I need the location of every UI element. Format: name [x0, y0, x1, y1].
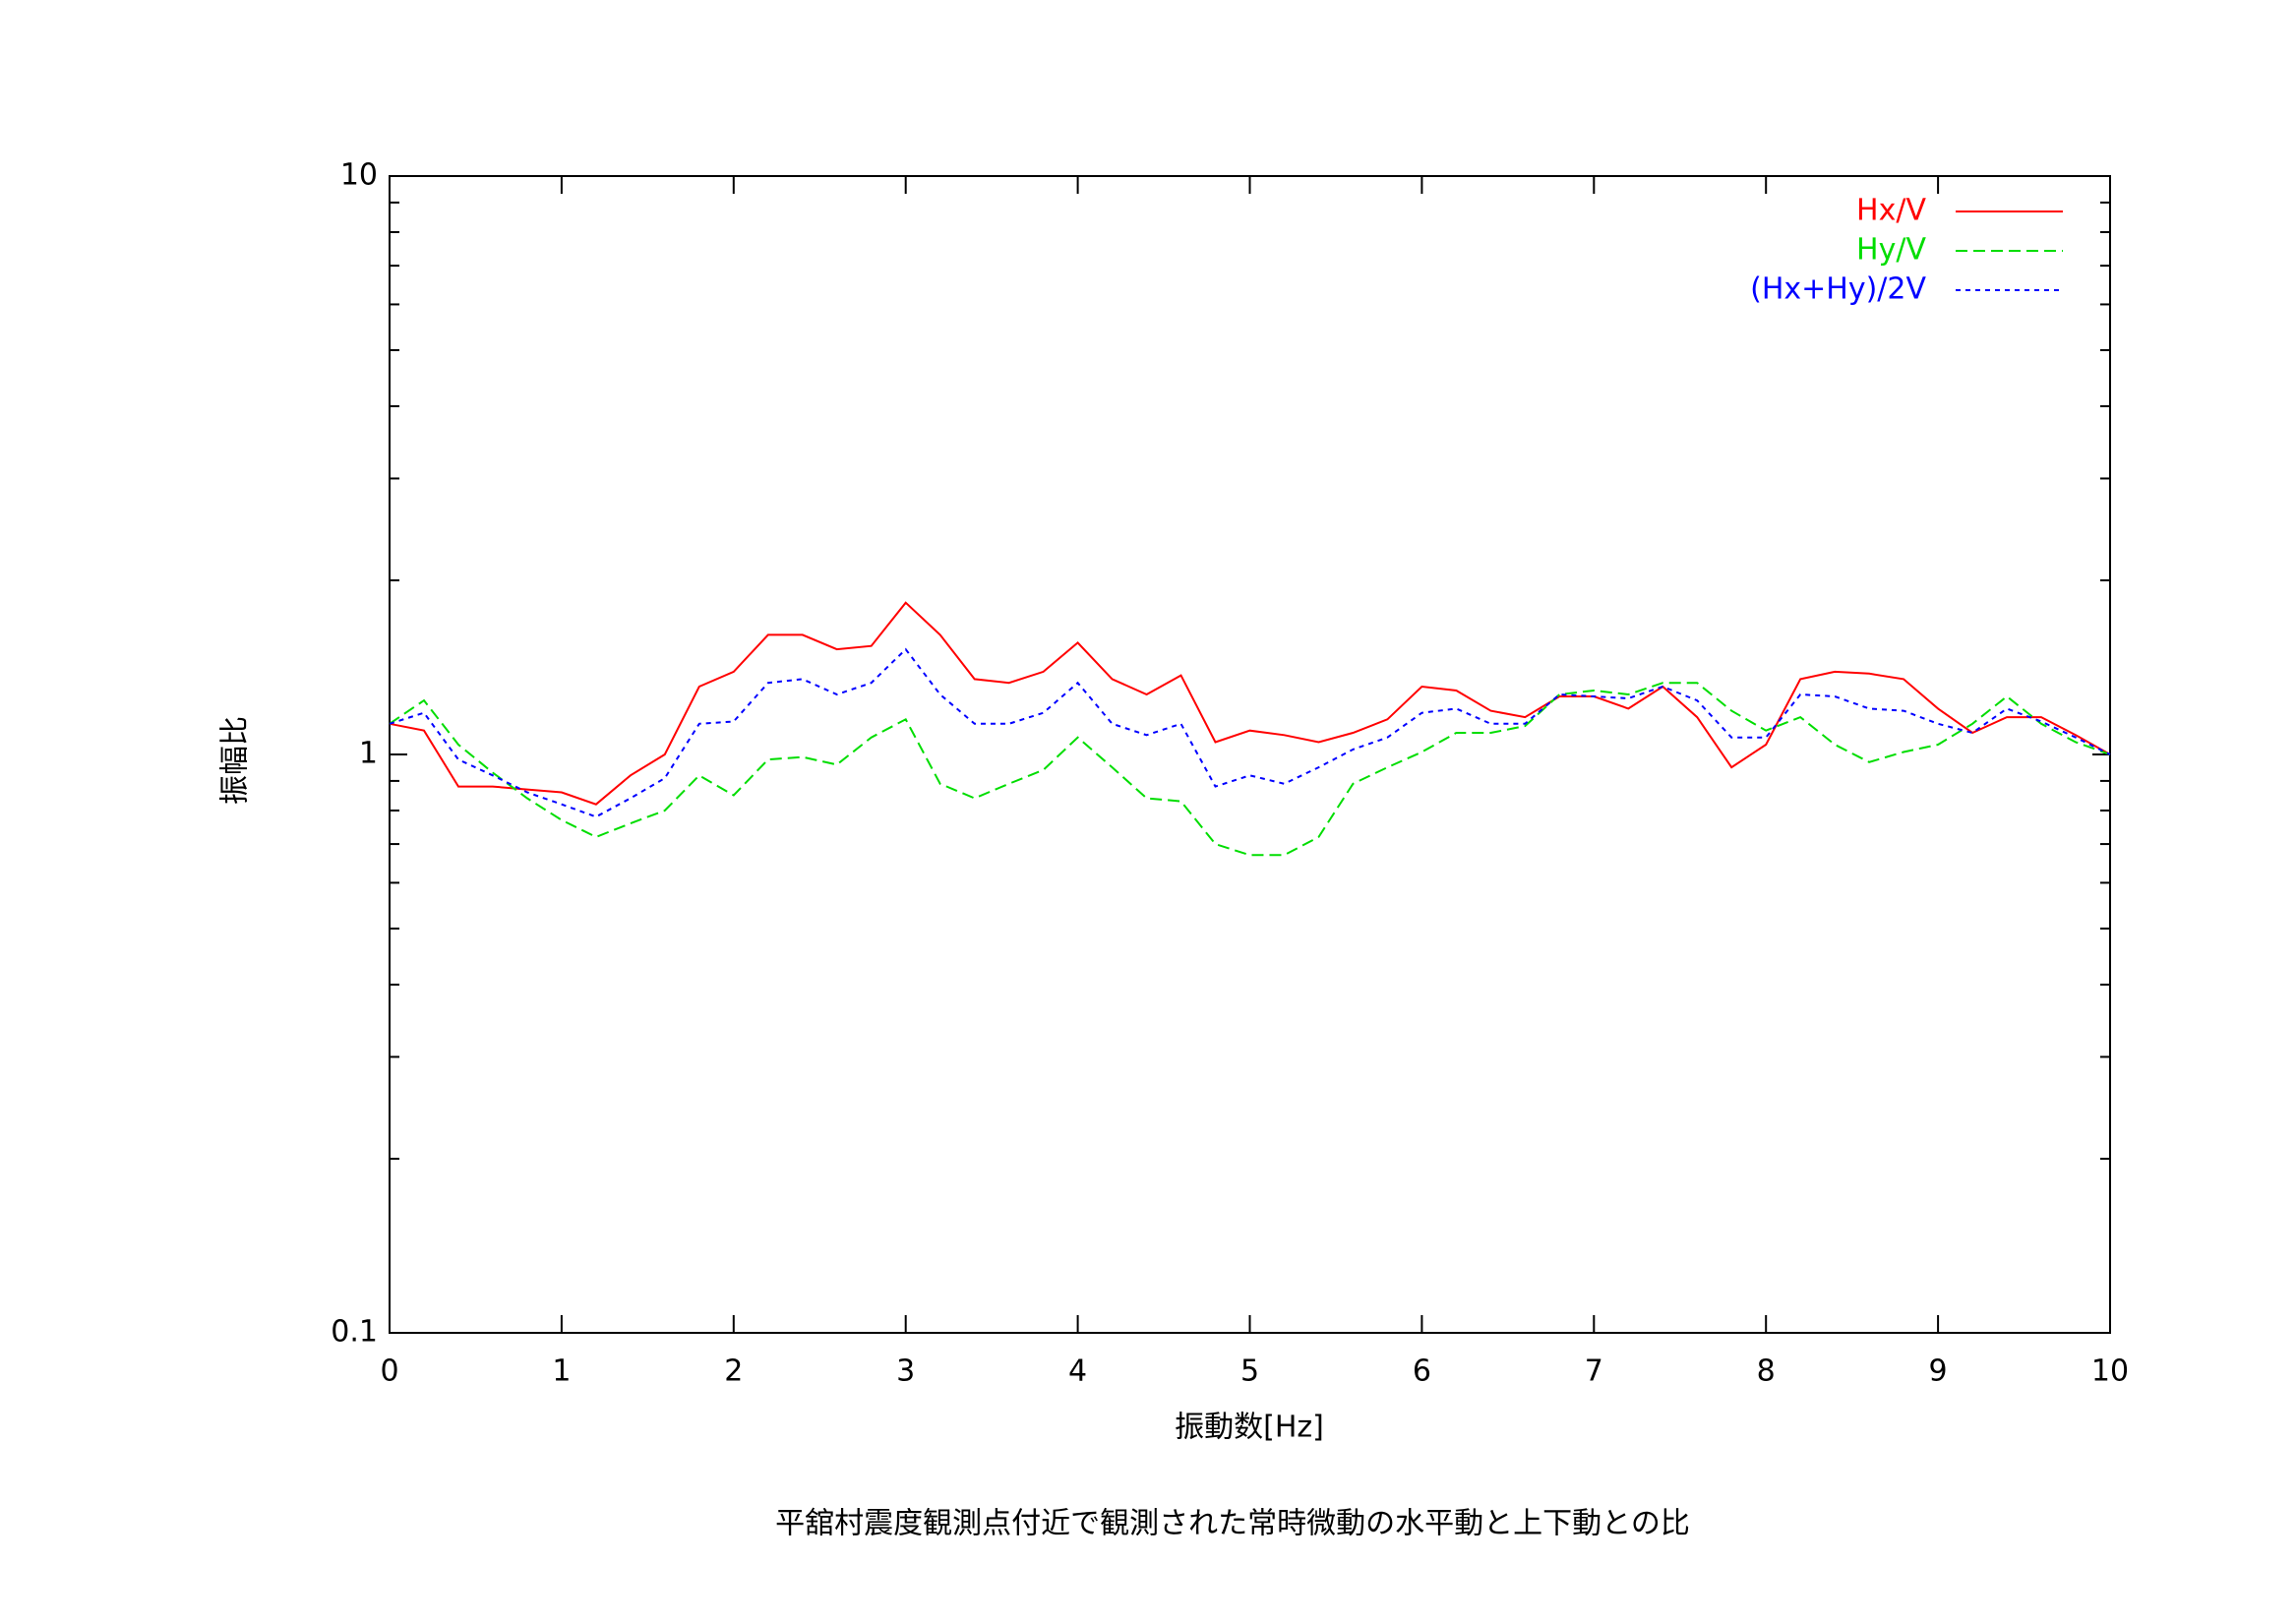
y-tick-label: 0.1 — [331, 1315, 378, 1350]
y-axis-label: 振幅比 — [218, 716, 253, 805]
legend-label: Hy/V — [1856, 233, 1926, 268]
x-tick-label: 1 — [552, 1354, 571, 1389]
x-tick-label: 5 — [1240, 1354, 1259, 1389]
x-tick-label: 7 — [1585, 1354, 1603, 1389]
legend-label: Hx/V — [1856, 194, 1926, 228]
legend-label: (Hx+Hy)/2V — [1750, 272, 1926, 307]
x-axis-label: 振動数[Hz] — [1175, 1411, 1324, 1445]
series-line — [389, 682, 2111, 857]
series-line — [389, 647, 2111, 818]
series-line — [389, 601, 2111, 806]
x-tick-label: 9 — [1929, 1354, 1948, 1389]
x-tick-label: 4 — [1068, 1354, 1087, 1389]
y-tick-label: 1 — [359, 737, 378, 771]
caption: 平舘村震度観測点付近で観測された常時微動の水平動と上下動との比 — [775, 1507, 1690, 1541]
x-tick-label: 3 — [896, 1354, 915, 1389]
y-tick-label: 10 — [340, 158, 378, 193]
x-tick-label: 6 — [1413, 1354, 1431, 1389]
x-tick-label: 2 — [724, 1354, 743, 1389]
x-tick-label: 0 — [380, 1354, 398, 1389]
x-tick-label: 10 — [2091, 1354, 2129, 1389]
x-tick-label: 8 — [1757, 1354, 1776, 1389]
